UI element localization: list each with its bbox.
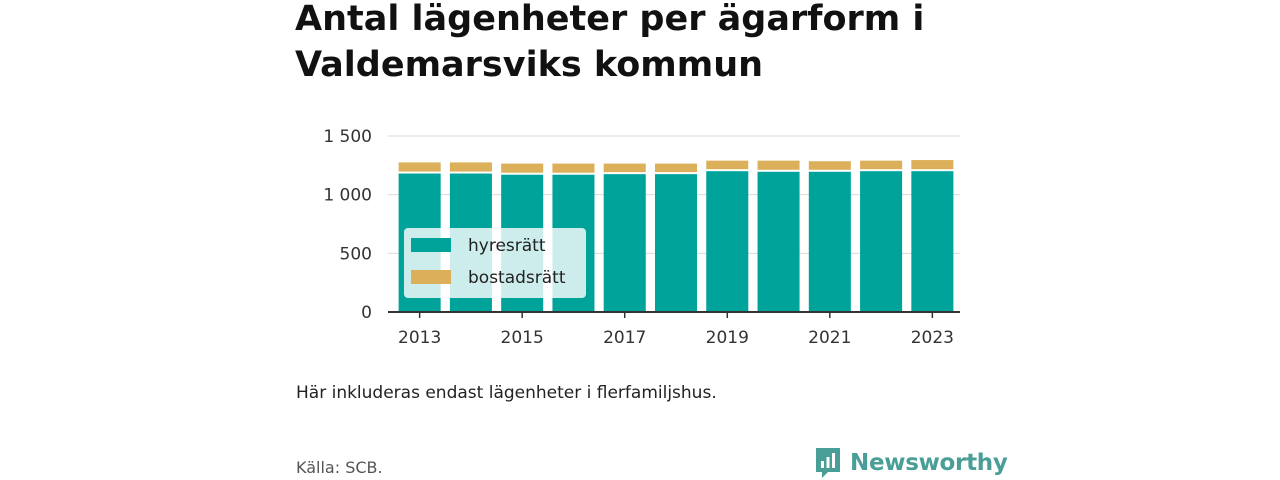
bar-bostadsratt: [603, 163, 646, 173]
bar-hyresratt: [860, 171, 903, 312]
bar-hyresratt: [757, 171, 800, 312]
bar-bostadsratt: [808, 161, 851, 170]
newsworthy-logo: Newsworthy: [814, 446, 1008, 480]
bar-bostadsratt: [449, 162, 492, 172]
legend-swatch: [411, 238, 451, 252]
y-tick-label: 1 000: [323, 186, 372, 206]
chart-note: Här inkluderas endast lägenheter i flerf…: [296, 383, 717, 403]
bar-bostadsratt: [860, 160, 903, 170]
bar-bostadsratt: [706, 160, 749, 170]
bar-hyresratt: [603, 174, 646, 312]
legend-swatch: [411, 270, 451, 284]
bar-hyresratt: [706, 171, 749, 312]
chart-title: Antal lägenheter per ägarform i Valdemar…: [295, 0, 925, 85]
bar-bostadsratt: [654, 163, 698, 173]
legend-label: hyresrätt: [468, 236, 546, 256]
bar-hyresratt: [808, 171, 851, 312]
newsworthy-logo-icon: [816, 448, 840, 478]
y-tick-label: 1 500: [323, 127, 372, 147]
legend: hyresrätt bostadsrätt: [404, 228, 586, 298]
bar-bostadsratt: [911, 160, 954, 170]
x-axis-labels: 2013 2015 2017 2019 2021 2023: [398, 312, 954, 348]
legend-label: bostadsrätt: [468, 268, 566, 288]
bar-bostadsratt: [398, 162, 441, 172]
x-tick-label: 2013: [398, 328, 441, 348]
bar-bostadsratt: [552, 163, 595, 173]
x-tick-label: 2017: [603, 328, 646, 348]
x-tick-label: 2021: [808, 328, 851, 348]
brand-name: Newsworthy: [850, 450, 1008, 476]
x-tick-label: 2019: [706, 328, 749, 348]
bar-hyresratt: [654, 174, 698, 312]
bar-hyresratt: [911, 171, 954, 312]
x-tick-label: 2015: [501, 328, 544, 348]
y-axis-labels: 0 500 1 000 1 500: [323, 127, 372, 323]
bar-bostadsratt: [501, 163, 544, 173]
y-tick-label: 500: [340, 244, 372, 264]
y-tick-label: 0: [361, 303, 372, 323]
bar-bostadsratt: [757, 160, 800, 170]
x-tick-label: 2023: [911, 328, 954, 348]
source-text: Källa: SCB.: [296, 458, 383, 477]
